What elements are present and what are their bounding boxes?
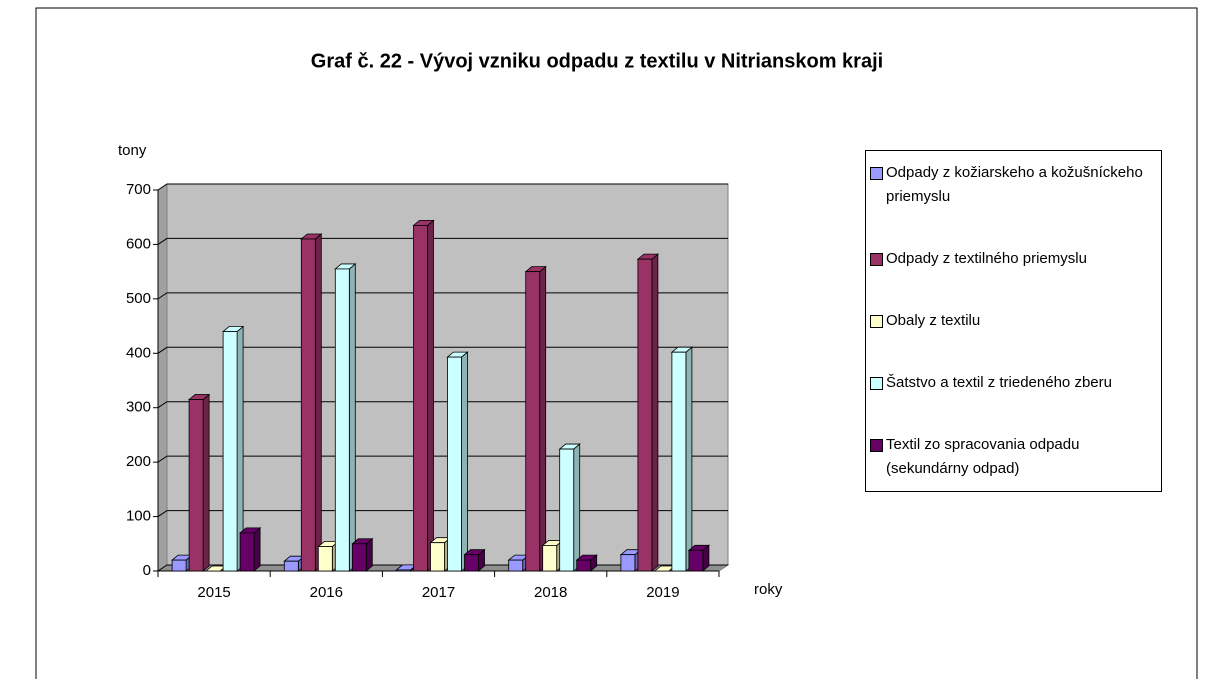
legend-entry: Odpady z textilného priemyslu <box>870 247 1157 271</box>
y-tick-label: 500 <box>126 290 151 307</box>
bar <box>447 356 462 572</box>
bar <box>620 554 636 572</box>
legend-label: Odpady z textilného priemyslu <box>886 250 1087 267</box>
bar <box>559 448 575 572</box>
bar <box>430 542 445 572</box>
y-axis-label: tony <box>118 142 147 159</box>
bar <box>464 554 479 572</box>
bar <box>508 559 524 572</box>
x-tick-label: 2019 <box>646 584 679 601</box>
bar <box>637 258 653 572</box>
grid-line <box>157 183 728 191</box>
legend-label: Šatstvo a textil z triedeného zberu <box>886 374 1112 391</box>
bar <box>413 224 428 572</box>
bar <box>671 351 687 572</box>
bar <box>688 549 704 572</box>
legend-swatch <box>870 253 883 266</box>
bar-side <box>539 265 547 572</box>
y-tick-label: 300 <box>126 399 151 416</box>
legend-swatch <box>870 315 883 328</box>
bar-side <box>348 263 356 572</box>
legend-swatch <box>870 439 883 452</box>
bar <box>188 399 204 572</box>
bar-side <box>651 253 659 572</box>
bar <box>576 559 592 572</box>
y-tick-label: 700 <box>126 181 151 198</box>
y-tick-label: 0 <box>143 562 151 579</box>
legend-label: Obaly z textilu <box>886 312 981 329</box>
legend-entry: Textil zo spracovania odpadu (sekundárny… <box>870 433 1157 481</box>
bar-side <box>685 346 693 572</box>
x-tick-label: 2016 <box>310 584 343 601</box>
bar <box>317 546 333 572</box>
y-tick-label: 100 <box>126 508 151 525</box>
bar-side <box>461 351 468 572</box>
chart-title: Graf č. 22 - Vývoj vzniku odpadu z texti… <box>311 50 883 72</box>
bar-side <box>573 443 581 572</box>
x-tick-label: 2017 <box>422 584 455 601</box>
y-tick-label: 600 <box>126 235 151 252</box>
legend-swatch <box>870 167 883 180</box>
x-tick-label: 2015 <box>197 584 230 601</box>
legend-label: Textil zo spracovania odpadu (sekundárny… <box>886 436 1080 477</box>
bar <box>334 268 350 572</box>
bar <box>542 545 558 572</box>
bar <box>222 331 238 572</box>
legend-label: Odpady z kožiarskeho a kožušníckeho prie… <box>886 164 1143 205</box>
x-axis-label: roky <box>754 581 783 598</box>
legend: Odpady z kožiarskeho a kožušníckeho prie… <box>865 150 1162 492</box>
grid-line <box>157 237 728 245</box>
y-tick-label: 200 <box>126 453 151 470</box>
bar-side <box>202 393 210 572</box>
bar <box>525 271 541 572</box>
legend-entry: Odpady z kožiarskeho a kožušníckeho prie… <box>870 161 1157 209</box>
bar-side <box>365 537 373 572</box>
legend-entry: Obaly z textilu <box>870 309 1157 333</box>
bar <box>283 560 299 572</box>
bar <box>351 543 367 572</box>
frame <box>35 7 1198 679</box>
bar <box>300 238 316 572</box>
bar-side <box>314 233 322 572</box>
bar <box>239 532 255 572</box>
bar-side <box>427 219 434 572</box>
side-wall <box>157 183 168 572</box>
bar <box>171 559 187 572</box>
x-tick-label: 2018 <box>534 584 567 601</box>
bar <box>396 569 411 572</box>
bar-side <box>253 527 261 572</box>
legend-entry: Šatstvo a textil z triedeného zberu <box>870 371 1157 395</box>
legend-swatch <box>870 377 883 390</box>
y-tick-label: 400 <box>126 344 151 361</box>
